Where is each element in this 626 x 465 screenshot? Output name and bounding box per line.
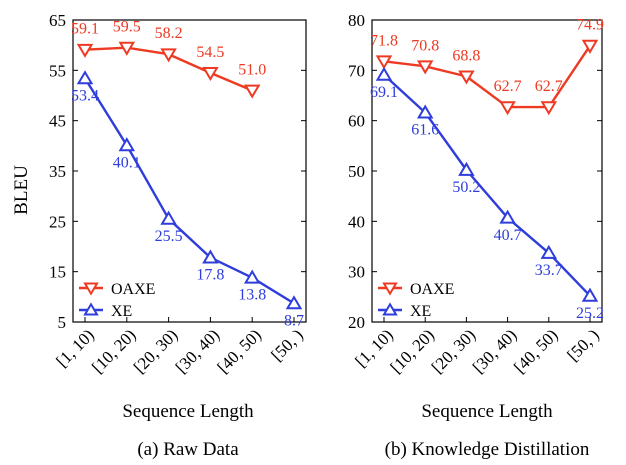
data-point-oaxe	[499, 101, 516, 116]
series-line-xe	[83, 77, 295, 305]
data-label-oaxe: 59.5	[113, 19, 141, 36]
legend-label: XE	[410, 303, 431, 320]
data-point-oaxe	[540, 101, 558, 116]
x-axis-label: Sequence Length	[122, 401, 254, 422]
data-point-xe	[581, 287, 599, 302]
data-label-xe: 8.7	[284, 312, 304, 329]
legend-marker	[382, 302, 398, 316]
y-tick-label: 35	[49, 162, 66, 181]
x-tick-label: [10, 20)	[387, 325, 438, 376]
y-tick-label: 20	[348, 313, 365, 332]
y-tick-label: 40	[348, 212, 365, 231]
y-tick-label: 70	[348, 61, 365, 80]
data-point-xe	[416, 104, 434, 119]
y-tick-label: 50	[348, 162, 365, 181]
data-label-oaxe: 71.8	[370, 32, 398, 49]
data-label-oaxe: 74.9	[576, 17, 604, 34]
y-tick-label: 60	[348, 112, 365, 131]
data-point-oaxe	[458, 70, 475, 85]
data-label-oaxe: 70.8	[411, 37, 439, 54]
legend-marker	[83, 282, 99, 296]
legend-label: XE	[111, 303, 132, 320]
data-label-xe: 40.1	[113, 154, 141, 171]
data-label-xe: 61.6	[411, 122, 439, 139]
data-point-xe	[118, 137, 136, 152]
x-tick-label: [20, 30)	[428, 325, 479, 376]
data-point-oaxe	[76, 43, 94, 58]
series-line-xe	[383, 73, 591, 297]
data-point-oaxe	[416, 60, 434, 75]
data-point-xe	[540, 244, 558, 259]
data-label-xe: 53.4	[71, 87, 99, 104]
data-point-xe	[202, 249, 219, 264]
series-line-oaxe	[383, 45, 591, 109]
plot-frame	[371, 19, 603, 323]
data-label-xe: 25.2	[576, 305, 604, 322]
y-tick-label: 55	[49, 61, 66, 80]
data-point-xe	[243, 269, 261, 284]
data-point-oaxe	[118, 41, 136, 56]
data-label-oaxe: 54.5	[196, 44, 224, 61]
data-point-xe	[76, 70, 94, 85]
data-point-oaxe	[581, 39, 599, 54]
data-point-xe	[375, 66, 393, 81]
data-label-oaxe: 58.2	[155, 25, 183, 42]
x-tick-label: [40, 50)	[214, 325, 265, 376]
data-point-xe	[160, 210, 177, 225]
x-tick-label: [50, )	[267, 325, 306, 364]
y-tick-label: 15	[49, 263, 66, 282]
y-tick-label: 45	[49, 112, 66, 131]
data-label-xe: 40.7	[494, 227, 522, 244]
data-label-oaxe: 68.8	[452, 47, 480, 64]
y-tick-label: 65	[49, 11, 66, 30]
data-point-oaxe	[243, 84, 261, 99]
data-label-oaxe: 51.0	[238, 61, 266, 78]
x-tick-label: [20, 30)	[130, 325, 181, 376]
data-label-oaxe: 62.7	[535, 78, 563, 95]
x-tick-label: [10, 20)	[88, 325, 139, 376]
data-label-xe: 33.7	[535, 262, 563, 279]
y-tick-label: 80	[348, 11, 365, 30]
data-label-oaxe: 62.7	[494, 78, 522, 95]
data-point-xe	[458, 161, 475, 176]
data-point-xe	[499, 209, 516, 224]
legend-label: OAXE	[111, 281, 155, 298]
y-tick-label: 5	[58, 313, 67, 332]
data-point-oaxe	[160, 48, 177, 63]
x-tick-label: [30, 40)	[469, 325, 520, 376]
plot-frame	[72, 19, 307, 323]
data-label-xe: 69.1	[370, 84, 398, 101]
x-tick-label: [30, 40)	[172, 325, 223, 376]
panel-caption: (a) Raw Data	[137, 439, 239, 460]
panel-caption: (b) Knowledge Distillation	[385, 439, 590, 460]
x-axis-label: Sequence Length	[421, 401, 553, 422]
data-point-oaxe	[375, 55, 393, 70]
data-label-xe: 25.5	[155, 228, 183, 245]
data-label-xe: 13.8	[238, 287, 266, 304]
y-tick-label: 30	[348, 263, 365, 282]
x-tick-label: [40, 50)	[510, 325, 561, 376]
data-label-oaxe: 59.1	[71, 21, 99, 38]
data-label-xe: 17.8	[196, 267, 224, 284]
y-axis-label: BLEU	[11, 165, 32, 215]
data-label-xe: 50.2	[452, 179, 480, 196]
y-tick-label: 25	[49, 212, 66, 231]
legend-marker	[83, 302, 99, 316]
data-point-xe	[285, 295, 303, 310]
data-point-oaxe	[202, 66, 219, 81]
x-tick-label: [50, )	[563, 325, 602, 364]
legend-label: OAXE	[410, 281, 454, 298]
legend-marker	[382, 282, 398, 296]
